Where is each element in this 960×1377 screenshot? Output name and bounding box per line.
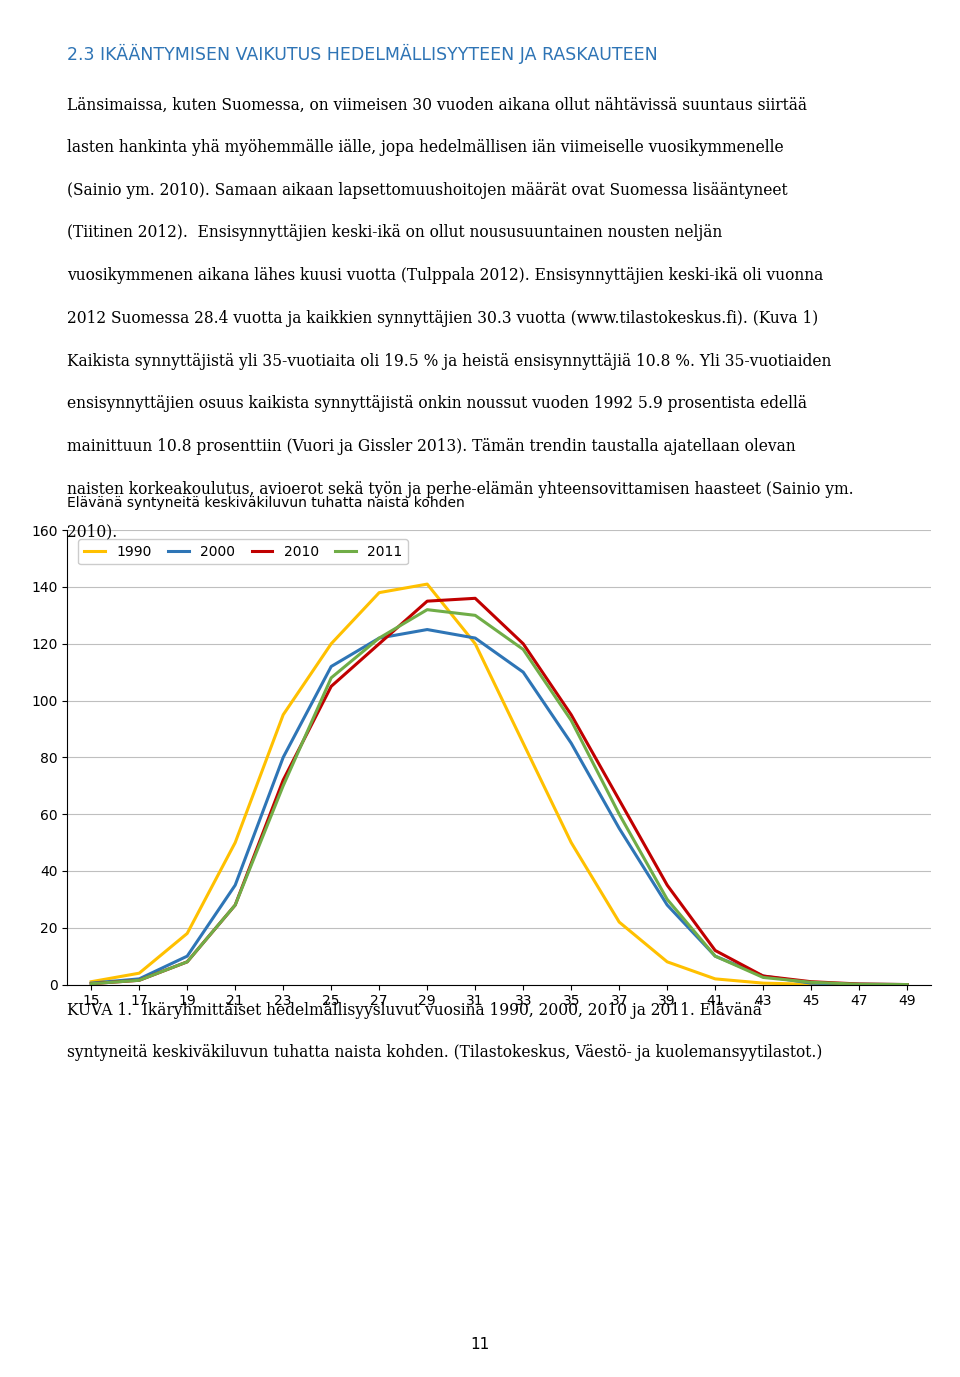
Text: KUVA 1.  Ikäryhmittäiset hedelmällisyysluvut vuosina 1990, 2000, 2010 ja 2011. E: KUVA 1. Ikäryhmittäiset hedelmällisyyslu…: [67, 1002, 762, 1019]
Text: 2010).: 2010).: [67, 523, 117, 540]
Text: ensisynnyttäjien osuus kaikista synnyttäjistä onkin noussut vuoden 1992 5.9 pros: ensisynnyttäjien osuus kaikista synnyttä…: [67, 395, 807, 412]
Text: lasten hankinta yhä myöhemmälle iälle, jopa hedelmällisen iän viimeiselle vuosik: lasten hankinta yhä myöhemmälle iälle, j…: [67, 139, 783, 156]
Text: 2012 Suomessa 28.4 vuotta ja kaikkien synnyttäjien 30.3 vuotta (www.tilastokesku: 2012 Suomessa 28.4 vuotta ja kaikkien sy…: [67, 310, 819, 326]
Text: mainittuun 10.8 prosenttiin (Vuori ja Gissler 2013). Tämän trendin taustalla aja: mainittuun 10.8 prosenttiin (Vuori ja Gi…: [67, 438, 796, 454]
Text: (Sainio ym. 2010). Samaan aikaan lapsettomuushoitojen määrät ovat Suomessa lisää: (Sainio ym. 2010). Samaan aikaan lapsett…: [67, 182, 788, 198]
Legend: 1990, 2000, 2010, 2011: 1990, 2000, 2010, 2011: [79, 540, 408, 565]
Text: vuosikymmenen aikana lähes kuusi vuotta (Tulppala 2012). Ensisynnyttäjien keski-: vuosikymmenen aikana lähes kuusi vuotta …: [67, 267, 824, 284]
Text: 11: 11: [470, 1337, 490, 1352]
Text: Länsimaissa, kuten Suomessa, on viimeisen 30 vuoden aikana ollut nähtävissä suun: Länsimaissa, kuten Suomessa, on viimeise…: [67, 96, 807, 113]
Text: Elävänä syntyneitä keskiväkiluvun tuhatta naista kohden: Elävänä syntyneitä keskiväkiluvun tuhatt…: [67, 496, 465, 509]
Text: 2.3 IKÄÄNTYMISEN VAIKUTUS HEDELMÄLLISYYTEEN JA RASKAUTEEN: 2.3 IKÄÄNTYMISEN VAIKUTUS HEDELMÄLLISYYT…: [67, 44, 658, 65]
Text: naisten korkeakoulutus, avioerot sekä työn ja perhe-elämän yhteensovittamisen ha: naisten korkeakoulutus, avioerot sekä ty…: [67, 481, 853, 497]
Text: Kaikista synnyttäjistä yli 35-vuotiaita oli 19.5 % ja heistä ensisynnyttäjiä 10.: Kaikista synnyttäjistä yli 35-vuotiaita …: [67, 353, 831, 369]
Text: syntyneitä keskiväkiluvun tuhatta naista kohden. (Tilastokeskus, Väestö- ja kuol: syntyneitä keskiväkiluvun tuhatta naista…: [67, 1044, 823, 1060]
Text: (Tiitinen 2012).  Ensisynnyttäjien keski-ikä on ollut noususuuntainen nousten ne: (Tiitinen 2012). Ensisynnyttäjien keski-…: [67, 224, 723, 241]
